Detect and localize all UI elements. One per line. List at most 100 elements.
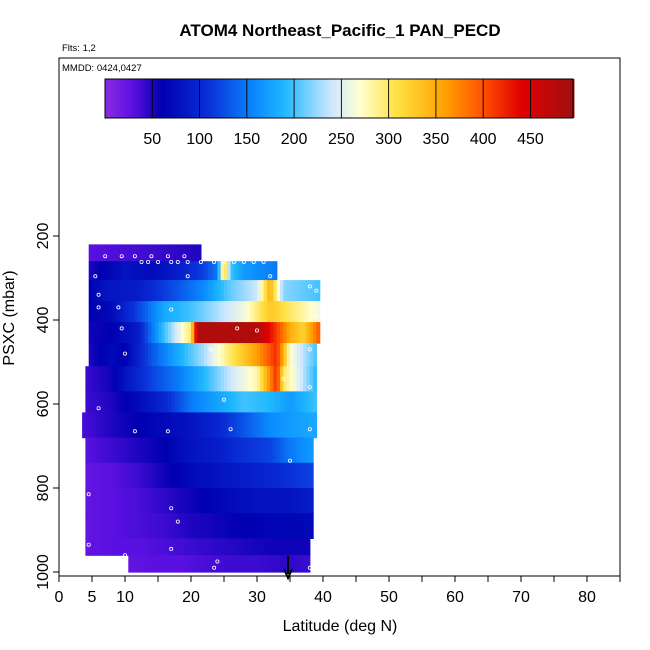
heatmap-cell <box>148 366 152 392</box>
colorbar-swatch <box>371 79 375 118</box>
heatmap-cell <box>200 437 205 464</box>
heatmap-cell <box>207 391 212 413</box>
heatmap-cell <box>125 301 129 323</box>
heatmap-cell <box>194 437 199 464</box>
heatmap-cell <box>280 280 284 302</box>
colorbar-swatch <box>182 79 185 118</box>
heatmap-cell <box>303 555 308 573</box>
heatmap-cell <box>306 412 311 439</box>
heatmap-cell <box>174 437 179 464</box>
heatmap-cell <box>181 488 185 514</box>
heatmap-cell <box>171 366 176 392</box>
colorbar-swatch <box>282 79 286 118</box>
heatmap-cell <box>276 412 281 439</box>
colorbar-swatch <box>197 79 201 118</box>
heatmap-cell <box>197 280 202 302</box>
heatmap-cell <box>158 343 162 367</box>
colorbar-swatch <box>352 79 356 118</box>
heatmap-cell <box>121 488 126 514</box>
dates-label: MMDD: 0424,0427 <box>62 63 142 74</box>
colorbar-swatch <box>343 79 346 118</box>
heatmap-cell <box>237 280 242 302</box>
heatmap-cell <box>164 538 169 556</box>
colorbar-swatch <box>390 79 393 118</box>
heatmap-cell <box>306 538 311 556</box>
heatmap-cell <box>174 366 179 392</box>
heatmap-cell <box>266 391 271 413</box>
heatmap-cell <box>306 437 311 464</box>
heatmap-cell <box>118 343 123 367</box>
colorbar-swatch <box>195 79 199 118</box>
colorbar-swatch <box>362 79 365 118</box>
colorbar-swatch <box>114 79 117 118</box>
heatmap-cell <box>101 343 106 367</box>
colorbar-swatch <box>288 79 291 118</box>
heatmap-cell <box>293 322 298 344</box>
colorbar-swatch <box>186 79 189 118</box>
colorbar-tick-label: 100 <box>186 131 213 148</box>
heatmap-cell <box>121 538 126 556</box>
heatmap-cell <box>233 555 238 573</box>
heatmap-cell <box>138 343 143 367</box>
heatmap-cell <box>293 391 298 413</box>
heatmap-cell <box>92 343 96 367</box>
x-tick-label: 10 <box>116 589 134 606</box>
heatmap-cell <box>247 322 251 344</box>
heatmap-cell <box>270 301 275 323</box>
heatmap-cell <box>98 366 103 392</box>
heatmap-cell <box>260 391 265 413</box>
heatmap-cell <box>184 343 189 367</box>
heatmap-cell <box>280 513 284 539</box>
heatmap-cell <box>134 244 139 262</box>
heatmap-cell <box>237 437 242 464</box>
heatmap-cell <box>276 513 281 539</box>
heatmap-cell <box>250 462 255 489</box>
colorbar-swatch <box>350 79 354 118</box>
heatmap-cell <box>299 513 304 539</box>
colorbar-swatch <box>233 79 236 118</box>
heatmap-cell <box>164 488 169 514</box>
heatmap-cell <box>313 412 317 439</box>
heatmap-cell <box>240 343 245 367</box>
heatmap-cell <box>276 280 281 302</box>
colorbar-swatch <box>263 79 267 118</box>
heatmap-cell <box>276 322 281 344</box>
heatmap-cell <box>227 301 232 323</box>
heatmap-cell <box>200 322 205 344</box>
colorbar-swatch <box>174 79 178 118</box>
colorbar-swatch <box>553 79 556 118</box>
heatmap-cell <box>296 538 301 556</box>
heatmap-cell <box>111 437 116 464</box>
colorbar-swatch <box>399 79 403 118</box>
heatmap-cell <box>306 488 311 514</box>
heatmap-cell <box>296 513 301 539</box>
heatmap-cell <box>270 462 275 489</box>
heatmap-cell <box>280 301 284 323</box>
heatmap-cell <box>214 366 218 392</box>
x-axis: 0 5 10 20 30 40 50 60 70 80 <box>55 576 621 606</box>
colorbar-swatch <box>129 79 132 118</box>
colorbar-swatch <box>407 79 410 118</box>
heatmap-cell <box>128 538 133 556</box>
heatmap-cell <box>210 261 215 281</box>
colorbar-swatch <box>280 79 284 118</box>
heatmap-cell <box>214 301 218 323</box>
heatmap-cell <box>111 366 116 392</box>
heatmap-cell <box>243 343 248 367</box>
heatmap-cell <box>276 301 281 323</box>
colorbar-swatch <box>254 79 257 118</box>
heatmap-cell <box>293 437 298 464</box>
heatmap-cell <box>184 261 189 281</box>
heatmap-cell <box>227 513 232 539</box>
heatmap-cell <box>197 555 202 573</box>
heatmap-cell <box>243 412 248 439</box>
heatmap-cell <box>92 366 96 392</box>
heatmap-cell <box>290 301 294 323</box>
heatmap-cell <box>200 391 205 413</box>
heatmap-cell <box>128 437 133 464</box>
heatmap-cell <box>257 343 261 367</box>
colorbar-swatch <box>156 79 159 118</box>
heatmap-cell <box>240 366 245 392</box>
heatmap-cell <box>95 280 100 302</box>
heatmap-cell <box>217 391 222 413</box>
